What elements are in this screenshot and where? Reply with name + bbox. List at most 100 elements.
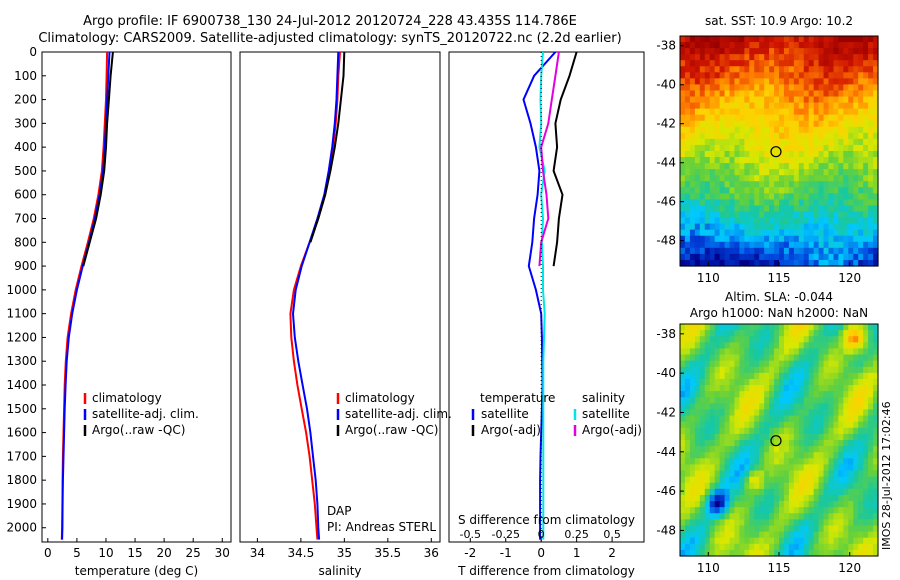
sst-map-cell xyxy=(813,157,820,164)
sst-map-cell xyxy=(744,211,750,219)
sla-map-cell xyxy=(848,531,854,539)
sla-map-cell xyxy=(709,397,716,404)
sla-map-cell xyxy=(694,324,701,331)
sla-map-cell xyxy=(808,397,815,404)
sla-map-cell xyxy=(774,378,780,386)
sla-map-cell xyxy=(868,501,874,508)
sla-map-cell xyxy=(818,372,825,380)
sla-map-cell xyxy=(868,458,874,466)
sst-map-cell xyxy=(684,138,691,146)
sst-map-cell xyxy=(808,163,815,170)
sla-map-cell xyxy=(783,537,790,545)
sst-map-cell xyxy=(838,144,844,152)
sla-map-cell xyxy=(744,403,750,411)
sst-map-cell xyxy=(719,151,726,158)
sst-map-cell xyxy=(729,259,736,267)
sst-map-cell xyxy=(813,144,820,152)
sla-map-cell xyxy=(833,513,839,520)
sst-map-cell xyxy=(680,217,686,225)
sst-map-cell xyxy=(803,108,810,116)
sla-map-cell xyxy=(818,391,825,398)
sla-map-cell xyxy=(704,385,711,392)
sst-map-cell xyxy=(838,78,844,86)
sla-map-lon-tick-label: 120 xyxy=(838,561,861,575)
sst-map-cell xyxy=(783,132,790,140)
sst-map-cell xyxy=(699,181,706,188)
sst-map-cell xyxy=(704,253,711,261)
sst-map-cell xyxy=(798,90,805,98)
sla-map-cell xyxy=(689,537,696,545)
sst-map-cell xyxy=(680,163,686,170)
sst-map-cell xyxy=(709,42,716,49)
sla-map-cell xyxy=(764,330,770,337)
sla-map-cell xyxy=(729,427,736,435)
sst-map-cell xyxy=(694,138,701,146)
sst-map-cell xyxy=(818,66,825,73)
sla-map-cell xyxy=(788,543,795,551)
sst-map-cell xyxy=(779,157,785,164)
sla-map-cell xyxy=(734,409,740,417)
sla-map-cell xyxy=(704,324,711,331)
sla-map-cell xyxy=(680,391,686,398)
sla-map-cell xyxy=(803,452,810,459)
sst-map-cell xyxy=(704,90,711,98)
sst-map-cell xyxy=(828,223,835,231)
sla-map-cell xyxy=(848,519,854,527)
sla-map-cell xyxy=(793,324,800,331)
sst-map-cell xyxy=(788,102,795,110)
sst-map-cell xyxy=(694,163,701,170)
sst-map-cell xyxy=(754,132,760,140)
sst-map-cell xyxy=(788,72,795,79)
sst-map-cell xyxy=(759,175,765,182)
sla-map-cell xyxy=(749,549,755,557)
sst-map-cell xyxy=(749,169,755,176)
sst-map-cell xyxy=(788,120,795,128)
sla-map-cell xyxy=(779,324,785,331)
sst-map-cell xyxy=(863,151,869,158)
sla-map-cell xyxy=(739,537,745,545)
sla-map-cell xyxy=(680,531,686,539)
sla-map-cell xyxy=(803,360,810,368)
sla-map-cell xyxy=(843,324,849,331)
sst-map-cell xyxy=(868,36,874,43)
sla-map-cell xyxy=(749,452,755,459)
sla-map-cell xyxy=(774,543,780,551)
sla-map-cell xyxy=(734,458,740,466)
sla-map-cell xyxy=(828,421,835,429)
sla-map-cell xyxy=(803,513,810,520)
sst-map-cell xyxy=(853,48,859,55)
sla-map-cell xyxy=(858,336,864,343)
sla-map-cell xyxy=(724,507,731,514)
sla-map-cell xyxy=(704,507,711,514)
sla-map-cell xyxy=(734,366,740,374)
sla-map-cell xyxy=(779,409,785,417)
sst-map-cell xyxy=(719,54,726,61)
sla-map-cell xyxy=(843,525,849,533)
sla-map-cell xyxy=(803,537,810,545)
sst-map-cell xyxy=(714,108,721,116)
sst-map-cell xyxy=(813,217,820,225)
sst-map-cell xyxy=(803,199,810,207)
sla-map-cell xyxy=(769,452,775,459)
sst-map-cell xyxy=(863,66,869,73)
sst-map-cell xyxy=(848,205,854,213)
sla-map-cell xyxy=(774,397,780,404)
sst-map-cell xyxy=(694,114,701,122)
sla-map-cell xyxy=(843,354,849,362)
sla-map-cell xyxy=(853,488,859,496)
sst-map-cell xyxy=(694,235,701,243)
sst-map-cell xyxy=(868,235,874,243)
sst-map-cell xyxy=(828,90,835,98)
sst-map-cell xyxy=(808,169,815,176)
sst-map-cell xyxy=(699,72,706,79)
sst-map-cell xyxy=(694,78,701,86)
sst-map-cell xyxy=(714,217,721,225)
sst-map-cell xyxy=(848,157,854,164)
sla-map-cell xyxy=(783,507,790,514)
sla-map-cell xyxy=(704,482,711,490)
sst-map-cell xyxy=(744,253,750,261)
sla-map-cell xyxy=(818,482,825,490)
sst-map-cell xyxy=(793,253,800,261)
sst-map-cell xyxy=(694,253,701,261)
sla-map-cell xyxy=(823,476,830,484)
